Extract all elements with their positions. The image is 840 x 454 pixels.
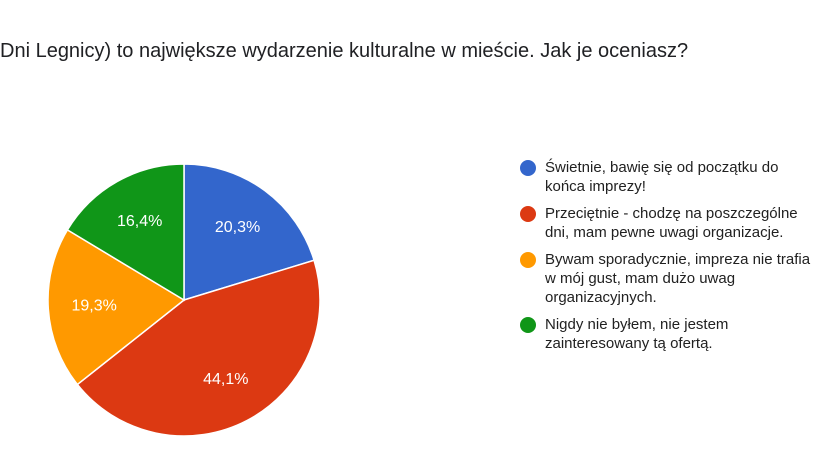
legend-color-dot xyxy=(520,206,536,222)
legend-label-line: końca imprezy! xyxy=(545,178,646,195)
slice-label-1: 20,3% xyxy=(215,219,260,236)
legend-color-dot xyxy=(520,252,536,268)
chart-legend: Świetnie, bawię się od początku do końca … xyxy=(520,158,840,361)
pie-slice-3 xyxy=(47,228,186,386)
legend-label-line: Przeciętnie - chodzę na poszczególne xyxy=(545,205,798,222)
pie-slice-2 xyxy=(76,259,321,437)
legend-label-line: w mój gust, mam dużo uwag xyxy=(545,270,736,287)
legend-label-line: zainteresowany tą ofertą. xyxy=(545,335,713,352)
legend-color-dot xyxy=(520,160,536,176)
legend-label-line: organizacyjnych. xyxy=(545,289,657,306)
slice-label-2: 44,1% xyxy=(203,371,248,388)
pie-slice-labels: 20,3% 44,1% 19,3% 16,4% xyxy=(71,213,260,388)
pie-slice-4 xyxy=(66,163,185,302)
pie-slice-1 xyxy=(183,163,315,302)
legend-label-line: Świetnie, bawię się od początku do xyxy=(545,159,779,176)
legend-label: Nigdy nie byłem, nie jestem zainteresowan… xyxy=(545,315,728,353)
slice-label-3: 19,3% xyxy=(71,297,116,314)
legend-label-line: Bywam sporadycznie, impreza nie trafia xyxy=(545,251,811,268)
legend-item-1: Świetnie, bawię się od początku do końca … xyxy=(520,158,840,196)
legend-item-4: Nigdy nie byłem, nie jestem zainteresowan… xyxy=(520,315,840,353)
legend-item-3: Bywam sporadycznie, impreza nie trafia w … xyxy=(520,250,840,307)
legend-color-dot xyxy=(520,317,536,333)
legend-label: Świetnie, bawię się od początku do końca … xyxy=(545,158,778,196)
legend-item-2: Przeciętnie - chodzę na poszczególne dni,… xyxy=(520,204,840,242)
legend-label-line: Nigdy nie byłem, nie jestem xyxy=(545,316,729,333)
slice-label-4: 16,4% xyxy=(117,213,162,230)
pie-slices xyxy=(47,163,321,437)
chart-title: Dni Legnicy) to największe wydarzenie ku… xyxy=(0,40,689,62)
legend-label: Przeciętnie - chodzę na poszczególne dni,… xyxy=(545,204,798,242)
legend-label-line: dni, mam pewne uwagi organizacje. xyxy=(545,224,784,241)
legend-label: Bywam sporadycznie, impreza nie trafia w … xyxy=(545,250,810,307)
